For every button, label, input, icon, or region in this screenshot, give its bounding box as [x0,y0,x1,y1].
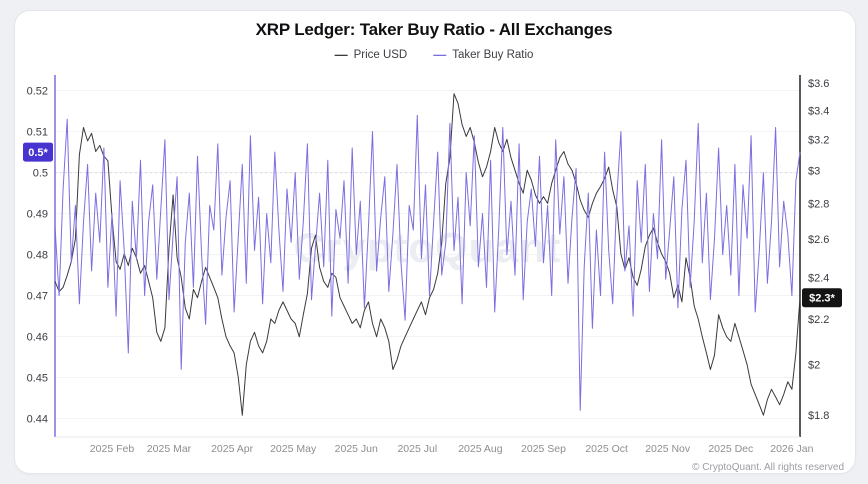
right-axis-tick-label: $3.6 [808,78,829,90]
right-axis-tick-label: $2.6 [808,234,829,246]
plot-area[interactable] [55,75,800,437]
price-usd-legend-dash-icon: — [334,47,348,62]
legend-item-price-usd[interactable]: — Price USD [335,48,408,61]
x-axis-month-label: 2025 Nov [645,443,691,455]
legend-label-taker-buy-ratio: Taker Buy Ratio [452,48,534,61]
left-axis-tick-label: 0.45 [27,373,48,385]
x-axis-month-label: 2025 Mar [147,443,192,455]
right-axis-tick-label: $1.8 [808,410,829,422]
right-axis-tick-label: $2 [808,360,820,372]
x-axis-month-label: 2026 Jan [770,443,813,455]
taker-buy-ratio-legend-dash-icon: — [433,47,447,62]
left-axis-tick-label: 0.47 [27,291,48,303]
x-axis-month-label: 2025 Oct [585,443,628,455]
right-axis-tick-label: $3.2 [808,134,829,146]
chart-title: XRP Ledger: Taker Buy Ratio - All Exchan… [255,20,613,39]
right-axis-tick-label: $3.4 [808,105,829,117]
right-axis-tick-label: $2.2 [808,314,829,326]
x-axis-month-label: 2025 Jul [397,443,437,455]
x-axis-month-label: 2025 Feb [90,443,135,455]
x-axis-month-label: 2025 May [270,443,317,455]
taker-buy-ratio-line [54,114,801,411]
price-last-value-badge-label: $2.3* [809,293,835,305]
price-last-value-badge [802,288,842,308]
left-axis-tick-label: 0.49 [27,209,48,221]
left-axis-tick-label: 0.46 [27,332,48,344]
x-axis-month-label: 2025 Sep [521,443,566,455]
x-axis-month-label: 2025 Aug [458,443,503,455]
legend: — Price USD — Taker Buy Ratio [0,48,868,61]
legend-item-taker-buy-ratio[interactable]: — Taker Buy Ratio [433,48,533,61]
left-axis-tick-label: 0.52 [27,86,48,98]
left-axis-tick-label: 0.44 [27,414,48,426]
chart-card [14,10,856,474]
x-axis-month-label: 2025 Dec [708,443,753,455]
x-axis-month-label: 2025 Apr [211,443,254,455]
x-axis-month-label: 2025 Jun [335,443,378,455]
legend-label-price-usd: Price USD [353,48,408,61]
copyright-notice: © CryptoQuant. All rights reserved [692,462,844,473]
right-axis-tick-label: $2.8 [808,198,829,210]
left-axis-tick-label: 0.5 [33,168,48,180]
ratio-last-value-badge-label: 0.5* [28,147,48,159]
right-axis-tick-label: $2.4 [808,272,829,284]
ratio-last-value-badge [23,142,53,162]
right-axis-tick-label: $3 [808,165,820,177]
left-axis-tick-label: 0.48 [27,250,48,262]
left-axis-tick-label: 0.51 [27,127,48,139]
